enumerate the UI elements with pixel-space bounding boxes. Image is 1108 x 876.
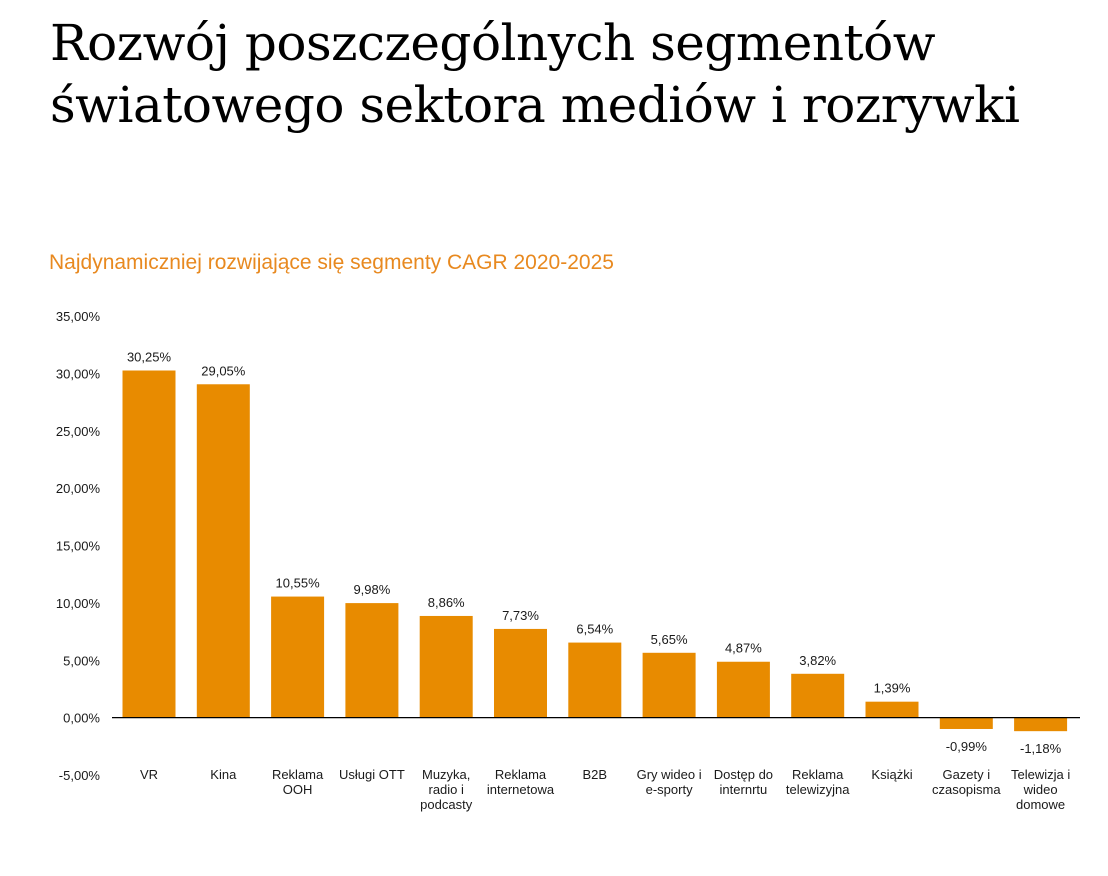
data-label: 8,86% (428, 595, 465, 610)
bar (345, 603, 399, 718)
data-label: -1,18% (1020, 741, 1062, 756)
bar (419, 615, 473, 718)
title-line-2: światowego sektora mediów i rozrywki (50, 76, 1020, 134)
bar (271, 596, 325, 718)
y-tick-label: 35,00% (56, 309, 101, 324)
bar (791, 673, 845, 718)
data-labels: 30,25% 29,05% 10,55% 9,98% 8,86% 7,73% 6,54% 5,… (127, 350, 1062, 757)
data-label: -0,99% (946, 739, 988, 754)
data-label: 10,55% (276, 576, 321, 591)
title-line-1: Rozwój poszczególnych segmentów (50, 14, 936, 72)
x-tick-label: Reklama OOH (272, 767, 324, 797)
bar (196, 384, 250, 718)
data-label: 5,65% (651, 632, 688, 647)
x-tick-label: B2B (583, 767, 608, 782)
data-label: 6,54% (576, 622, 613, 637)
x-tick-label: Reklama telewizyjna (786, 767, 850, 797)
bar (865, 701, 919, 718)
bar (939, 717, 993, 729)
x-tick-label: VR (140, 767, 158, 782)
x-tick-label: Usługi OTT (339, 767, 405, 782)
y-tick-label: 10,00% (56, 596, 101, 611)
x-tick-label: Dostęp do internrtu (714, 767, 773, 797)
data-label: 9,98% (353, 582, 390, 597)
y-tick-label: 5,00% (63, 653, 100, 668)
y-tick-label: -5,00% (59, 768, 101, 783)
data-label: 7,73% (502, 608, 539, 623)
x-tick-label: Kina (210, 767, 237, 782)
bar (122, 370, 176, 718)
y-tick-label: 30,00% (56, 366, 101, 381)
y-axis-tick-labels: 35,00% 30,00% 25,00% 20,00% 15,00% 10,00% 5,00… (56, 309, 101, 783)
x-tick-label: Gazety i czasopisma (932, 767, 1001, 797)
x-tick-label: Telewizja i wideo domowe (1011, 767, 1070, 812)
chart-title: Najdynamiczniej rozwijające się segmenty… (49, 251, 614, 274)
bar (568, 642, 622, 718)
bar (1014, 717, 1068, 732)
y-tick-label: 0,00% (63, 711, 100, 726)
x-tick-label: Książki (871, 767, 912, 782)
data-label: 3,82% (799, 653, 836, 668)
data-label: 1,39% (874, 681, 911, 696)
x-axis-category-labels: VR Kina Reklama OOH Usługi OTT Muzyka, radio i… (140, 767, 1070, 812)
page-title: Rozwój poszczególnych segmentów światowe… (50, 12, 1020, 136)
bar (494, 628, 547, 718)
y-tick-label: 25,00% (56, 424, 101, 439)
bar (716, 661, 770, 718)
bar (642, 652, 696, 718)
x-tick-label: Muzyka, radio i podcasty (420, 767, 473, 812)
data-label: 29,05% (201, 363, 246, 378)
x-tick-label: Gry wideo i e-sporty (637, 767, 702, 797)
x-tick-label: Reklama internetowa (487, 767, 555, 797)
data-label: 4,87% (725, 641, 762, 656)
y-tick-label: 20,00% (56, 481, 101, 496)
data-label: 30,25% (127, 350, 172, 365)
y-tick-label: 15,00% (56, 539, 101, 554)
bars (122, 370, 1068, 732)
